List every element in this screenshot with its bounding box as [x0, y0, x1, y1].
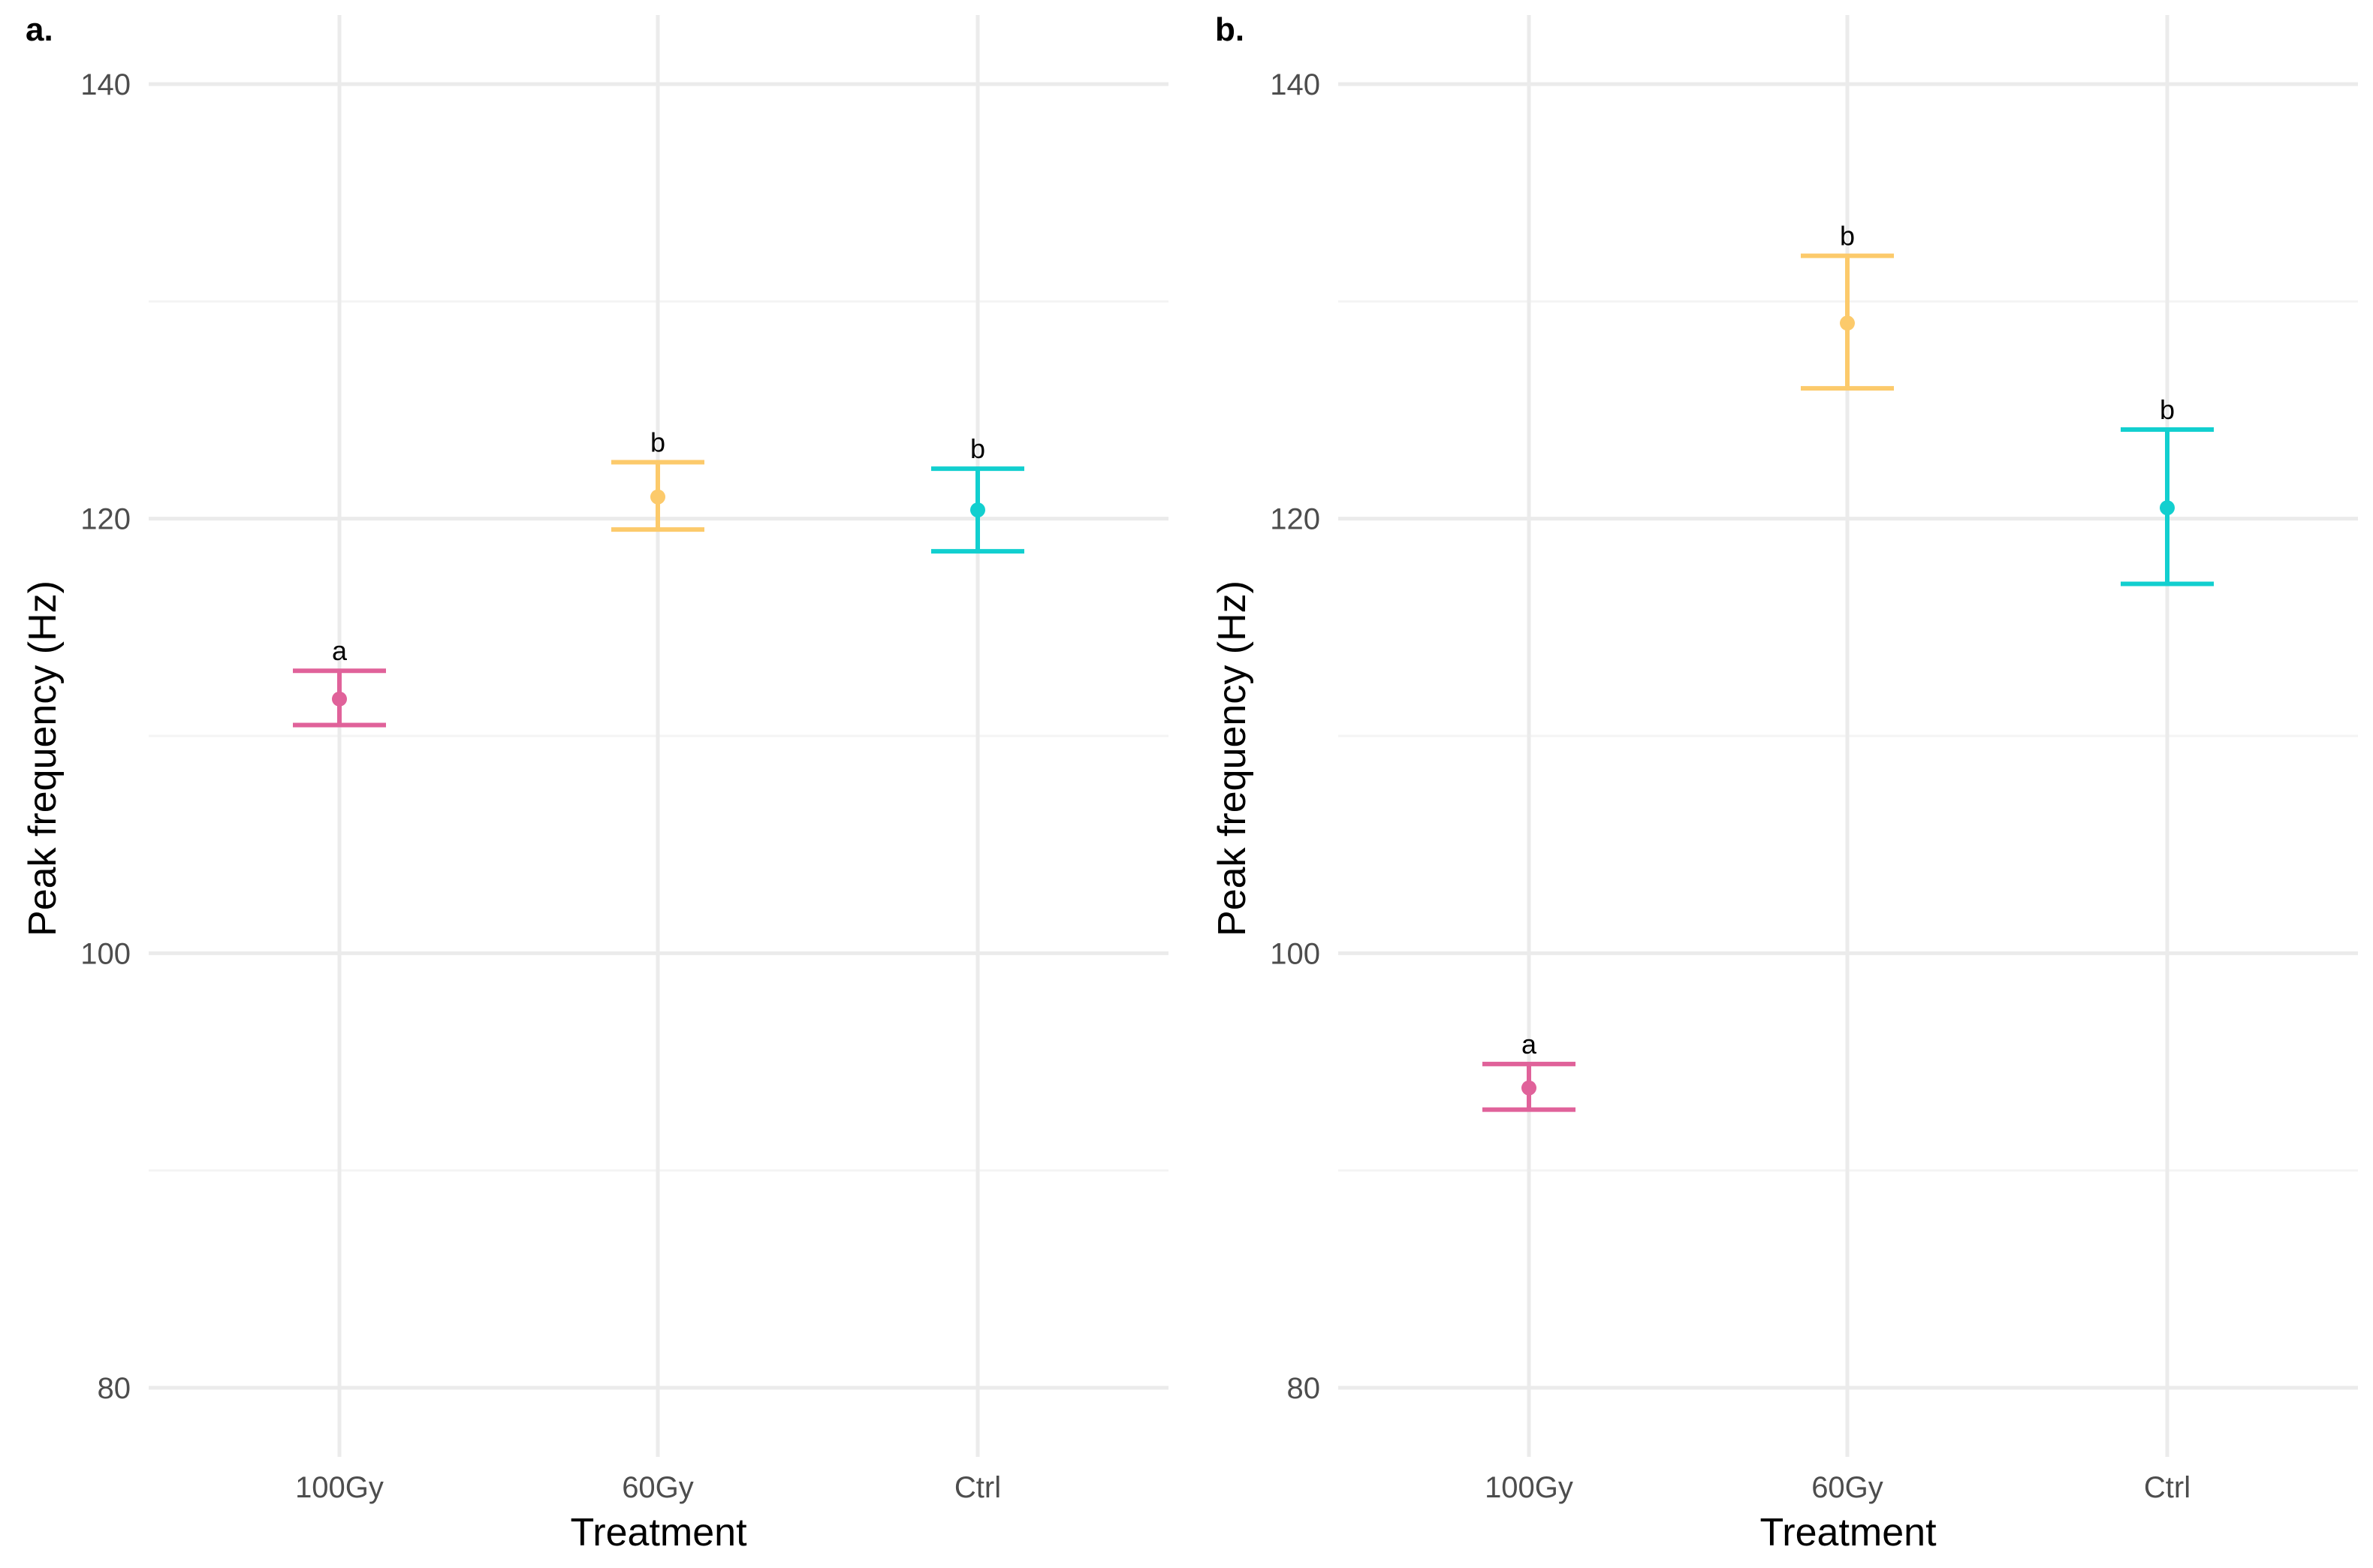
panel-b-y-axis-title: Peak frequency (Hz): [1211, 580, 1254, 936]
panel-b-x-tick-60gy: 60Gy: [1811, 1471, 1883, 1504]
panel-a-marks: a b b: [293, 427, 1024, 728]
panel-b-mean-point-ctrl: [2160, 500, 2175, 516]
panel-b-y-tick-120: 120: [1270, 503, 1320, 536]
panel-b-x-ticks: 100Gy 60Gy Ctrl: [1485, 1471, 2191, 1504]
panel-a-x-tick-60gy: 60Gy: [622, 1471, 694, 1504]
panel-a-y-axis-title: Peak frequency (Hz): [21, 580, 65, 936]
panel-a-mean-point-100gy: [332, 691, 347, 707]
panel-b-significance-label-60gy: b: [1840, 221, 1855, 252]
panel-b-mean-point-100gy: [1521, 1080, 1536, 1096]
panel-a-significance-label-100gy: a: [332, 635, 348, 666]
panel-a-y-tick-100: 100: [80, 937, 131, 970]
panel-b-mean-point-60gy: [1840, 315, 1855, 331]
panel-b-x-tick-ctrl: Ctrl: [2144, 1471, 2191, 1504]
panel-b-x-tick-100gy: 100Gy: [1485, 1471, 1573, 1504]
panel-b-y-tick-100: 100: [1270, 937, 1320, 970]
panel-b-y-ticks: 80 100 120 140: [1270, 68, 1320, 1405]
panel-b-label: b.: [1215, 11, 1244, 48]
panel-a-grid: [149, 15, 1168, 1457]
panel-b-y-tick-80: 80: [1287, 1372, 1321, 1405]
panel-b-x-axis-title: Treatment: [1759, 1511, 1937, 1554]
panel-a-y-tick-120: 120: [80, 503, 131, 536]
panel-a-y-tick-140: 140: [80, 68, 131, 101]
panel-a-x-axis-title: Treatment: [570, 1511, 747, 1554]
panel-a-significance-label-ctrl: b: [970, 433, 985, 464]
panel-a-x-tick-ctrl: Ctrl: [954, 1471, 1001, 1504]
panel-b-significance-label-100gy: a: [1521, 1029, 1537, 1060]
panel-a-significance-label-60gy: b: [650, 427, 665, 457]
panel-a-mean-point-ctrl: [970, 502, 985, 518]
panel-b-marks: a b b: [1482, 221, 2214, 1112]
panel-a-y-ticks: 80 100 120 140: [80, 68, 131, 1405]
panel-b-y-tick-140: 140: [1270, 68, 1320, 101]
panel-b: b. 80 100 120 140 100Gy 60Gy Ctrl Treatm…: [1211, 11, 2358, 1554]
panel-a: a. 80 100 120 140 100Gy 60Gy Ctrl Treatm…: [21, 11, 1168, 1554]
panel-b-significance-label-ctrl: b: [2160, 394, 2175, 425]
panel-a-y-tick-80: 80: [98, 1372, 131, 1405]
panel-a-x-tick-100gy: 100Gy: [295, 1471, 384, 1504]
panel-a-mean-point-60gy: [650, 489, 665, 505]
panel-a-label: a.: [26, 11, 53, 48]
panel-a-x-ticks: 100Gy 60Gy Ctrl: [295, 1471, 1001, 1504]
